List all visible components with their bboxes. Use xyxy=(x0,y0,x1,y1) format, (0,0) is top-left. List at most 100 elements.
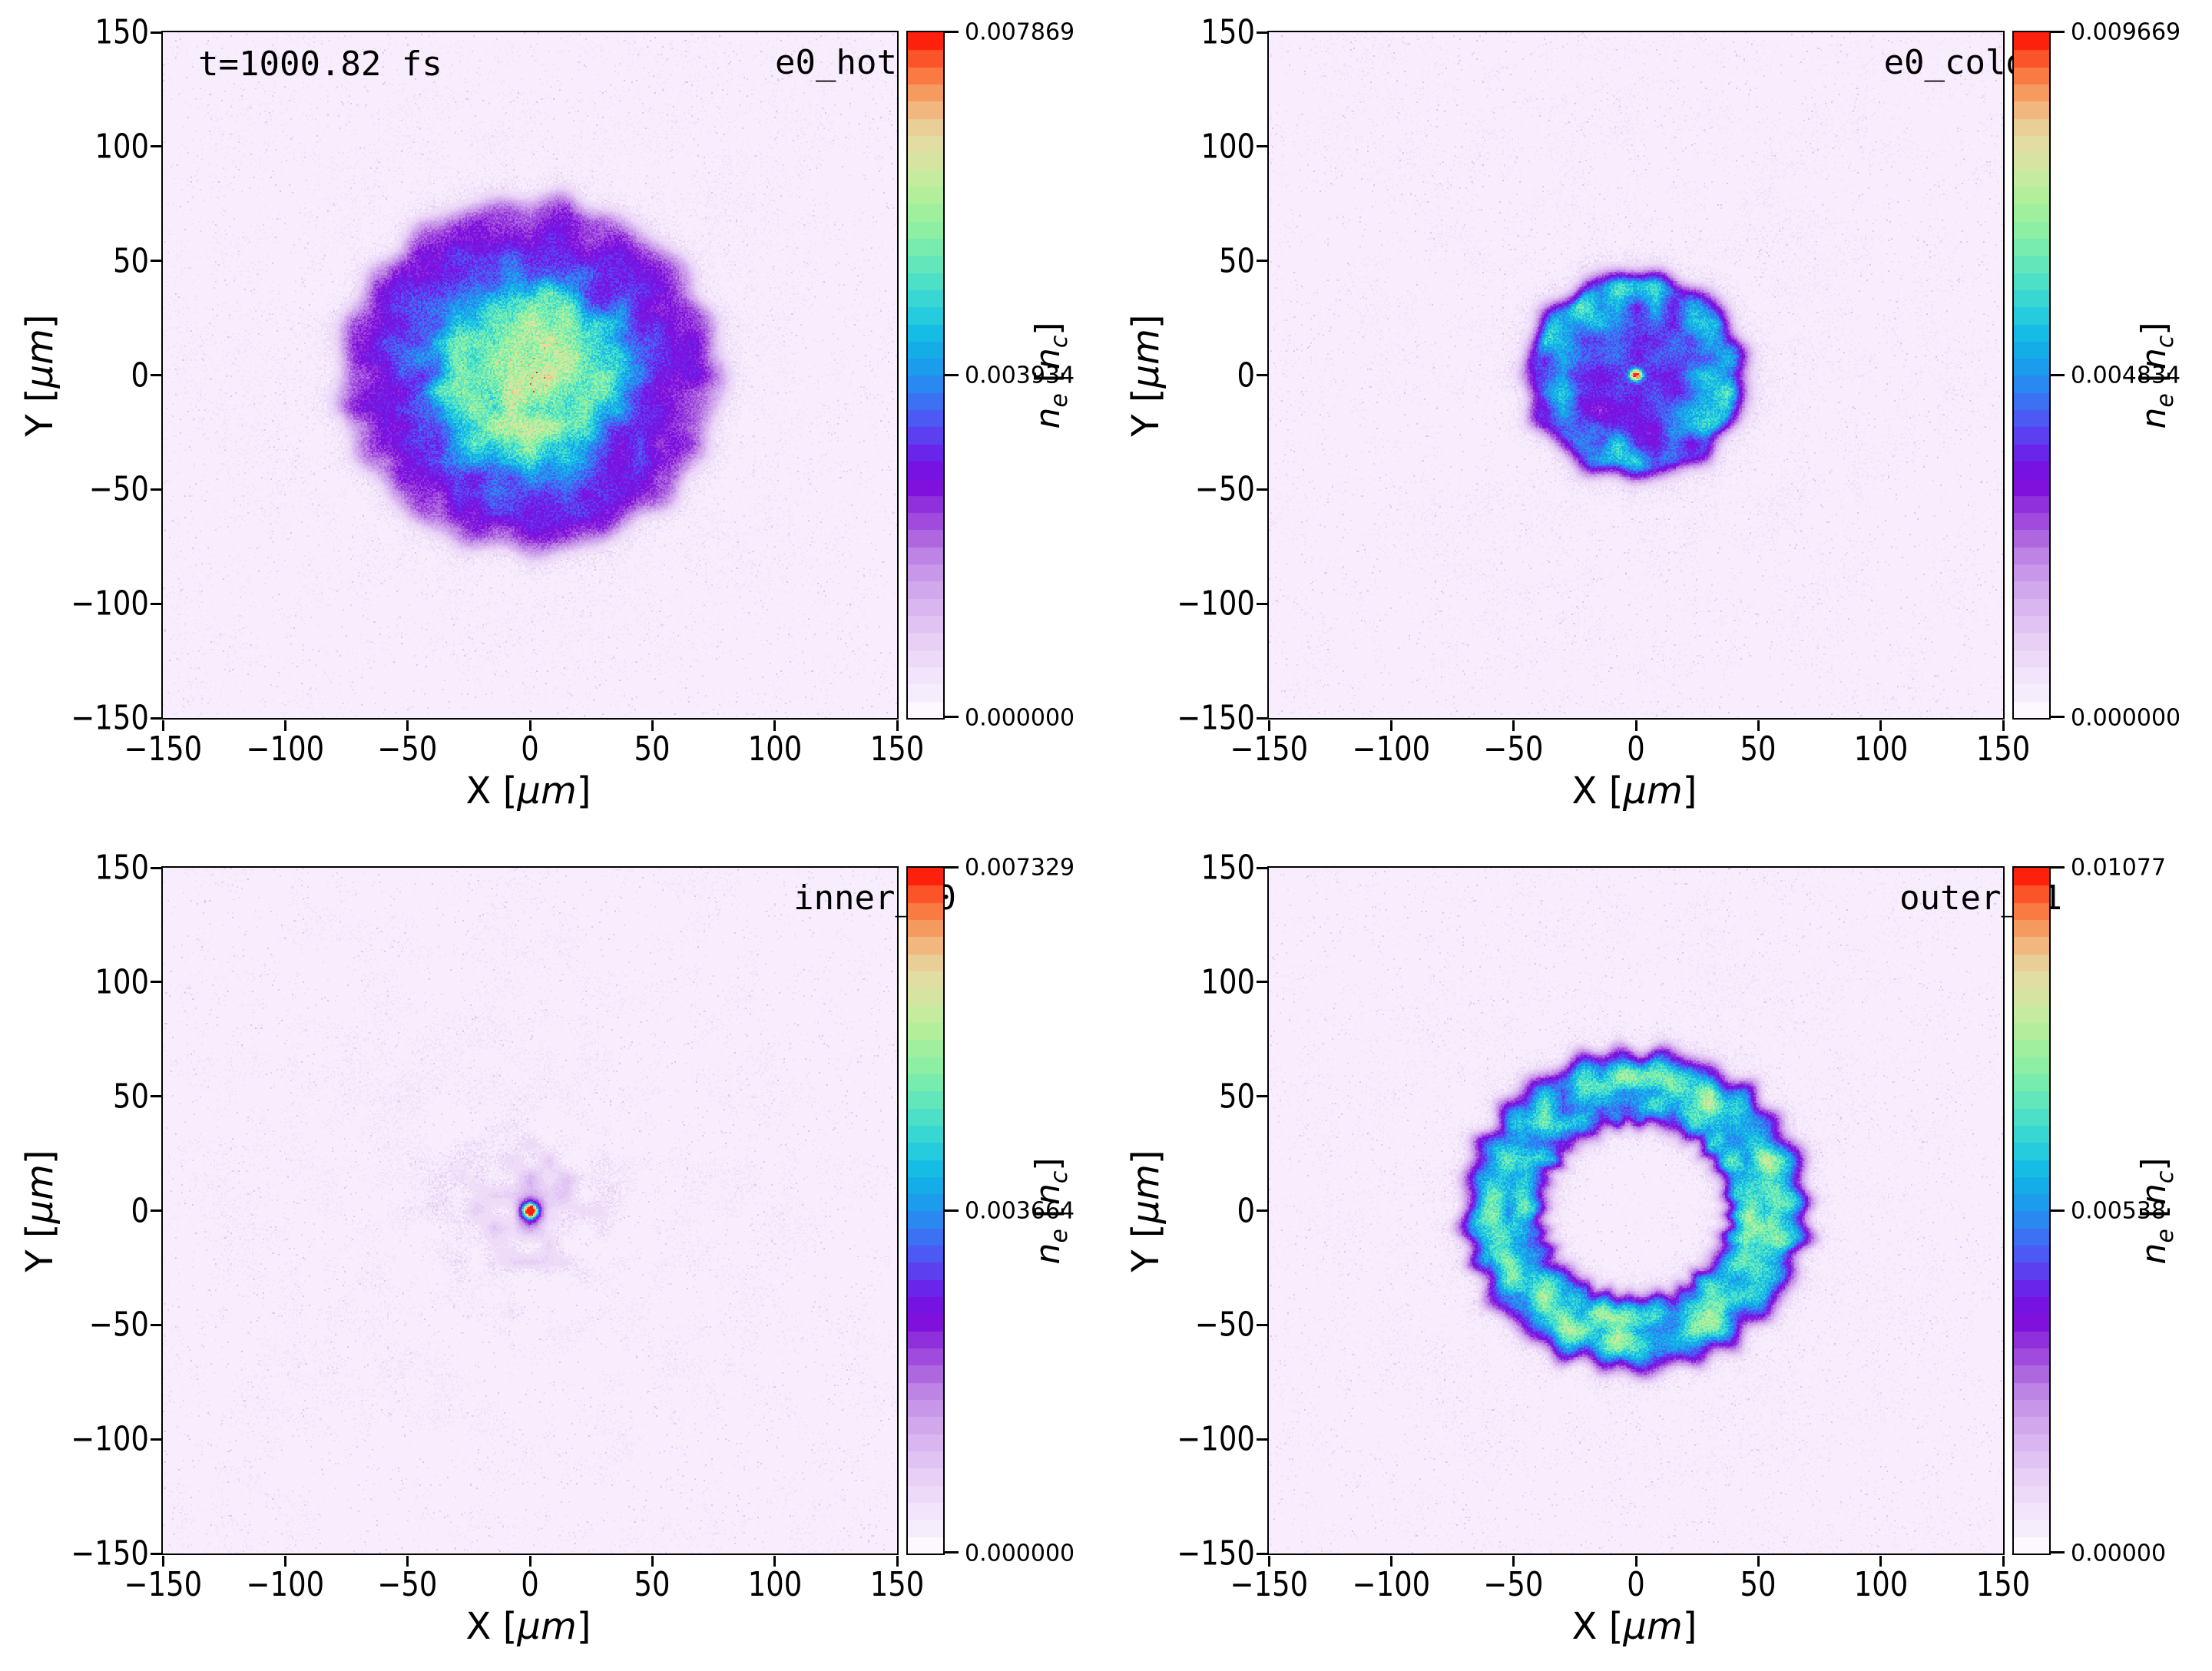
x-tick-label: 50 xyxy=(1740,730,1777,769)
y-tick-mark xyxy=(151,145,161,148)
colorbar-tick-top xyxy=(2049,31,2065,33)
colorbar-tick-bottom xyxy=(943,716,959,718)
y-tick-mark xyxy=(151,602,161,605)
x-tick-mark xyxy=(1757,1556,1760,1567)
x-axis-label: X [μm] xyxy=(1571,1605,1697,1648)
x-tick-mark xyxy=(1757,720,1760,731)
x-axis-label: X [μm] xyxy=(465,769,591,812)
x-tick-mark xyxy=(1267,720,1270,731)
colorbar-tick-mid xyxy=(943,374,959,376)
y-tick-label: −50 xyxy=(1194,1305,1255,1345)
y-tick-mark xyxy=(151,488,161,491)
x-tick-label: 50 xyxy=(634,730,671,769)
colorbar-tick-bottom xyxy=(2049,1551,2065,1554)
panel-title-e0-cold: e0_cold xyxy=(1883,43,2026,82)
x-tick-label: 0 xyxy=(521,1565,539,1604)
colorbar-tick-label-mid: 0.00538 xyxy=(2071,1197,2167,1225)
x-tick-label: 0 xyxy=(521,730,539,769)
colorbar-gradient xyxy=(908,32,943,718)
x-tick-label: −100 xyxy=(1352,1565,1431,1604)
x-tick-mark xyxy=(1879,1556,1883,1567)
colorbar-tick-mid xyxy=(2049,374,2065,376)
y-tick-mark xyxy=(1257,866,1267,869)
x-tick-mark xyxy=(651,720,654,731)
heatmap-plot-area xyxy=(1267,31,2005,720)
y-tick-label: −150 xyxy=(1177,1534,1255,1573)
y-tick-mark xyxy=(151,866,161,869)
colorbar-axis-label: ne [nc] xyxy=(1028,1157,1073,1265)
y-tick-mark xyxy=(1257,374,1267,376)
x-tick-label: 50 xyxy=(1740,1565,1777,1604)
y-tick-label: 50 xyxy=(1218,241,1255,281)
x-tick-mark xyxy=(161,1556,164,1567)
y-tick-label: 150 xyxy=(94,12,149,52)
y-tick-mark xyxy=(151,260,161,263)
x-tick-mark xyxy=(896,720,899,731)
x-tick-label: −100 xyxy=(1352,730,1431,769)
colorbar-gradient xyxy=(2014,868,2049,1554)
colorbar-gradient xyxy=(2014,32,2049,718)
y-tick-mark xyxy=(151,374,161,376)
y-tick-label: −150 xyxy=(1177,698,1255,738)
y-tick-mark xyxy=(151,716,161,720)
x-tick-label: 150 xyxy=(869,730,925,769)
y-tick-mark xyxy=(151,1209,161,1212)
x-tick-mark xyxy=(1512,720,1515,731)
y-tick-mark xyxy=(151,981,161,984)
colorbar-tick-label-bottom: 0.000000 xyxy=(965,1540,1075,1567)
y-tick-mark xyxy=(151,1323,161,1326)
x-tick-label: 150 xyxy=(1975,730,2031,769)
y-tick-label: −50 xyxy=(1194,469,1255,509)
heatmap-canvas-e0-hot xyxy=(163,32,897,718)
y-tick-label: 50 xyxy=(112,241,149,281)
y-tick-label: 100 xyxy=(1200,962,1255,1002)
colorbar-axis-label: ne [nc] xyxy=(2134,1157,2179,1265)
x-tick-label: −150 xyxy=(1230,730,1308,769)
x-tick-label: −100 xyxy=(246,730,325,769)
x-tick-mark xyxy=(896,1556,899,1567)
y-tick-label: −50 xyxy=(88,1305,149,1345)
x-tick-mark xyxy=(2002,1556,2005,1567)
colorbar xyxy=(2012,866,2051,1555)
x-tick-mark xyxy=(1267,1556,1270,1567)
colorbar-tick-label-top: 0.007329 xyxy=(965,854,1075,882)
y-tick-label: −150 xyxy=(71,1534,149,1573)
panel-outer-e1: Y [μm] outer_e1 0.01077 0.00538 0.00000 … xyxy=(1106,836,2212,1671)
colorbar xyxy=(906,866,945,1555)
x-tick-mark xyxy=(283,1556,286,1567)
x-tick-label: 100 xyxy=(747,1565,802,1604)
x-tick-label: −50 xyxy=(1483,1565,1544,1604)
y-tick-mark xyxy=(1257,260,1267,263)
colorbar-tick-label-mid: 0.004834 xyxy=(2071,362,2181,389)
panel-title-e0-hot: e0_hot xyxy=(775,43,897,82)
colorbar-gradient xyxy=(908,868,943,1554)
heatmap-canvas-outer-e1 xyxy=(1269,868,2003,1554)
panel-e0-hot: Y [μm] t=1000.82 fs e0_hot 0.007869 0.00… xyxy=(0,0,1106,836)
x-tick-mark xyxy=(651,1556,654,1567)
colorbar-tick-top xyxy=(943,31,959,33)
colorbar-tick-mid xyxy=(2049,1209,2065,1212)
y-tick-mark xyxy=(1257,488,1267,491)
y-tick-mark xyxy=(151,1552,161,1555)
x-tick-mark xyxy=(1389,1556,1392,1567)
y-tick-label: 150 xyxy=(94,848,149,888)
colorbar-tick-top xyxy=(943,866,959,869)
x-tick-mark xyxy=(283,720,286,731)
y-tick-label: −100 xyxy=(1177,584,1255,624)
y-tick-label: −50 xyxy=(88,469,149,509)
y-tick-label: 100 xyxy=(1200,127,1255,167)
y-tick-mark xyxy=(1257,31,1267,34)
y-tick-label: −100 xyxy=(71,1419,149,1459)
x-tick-label: −50 xyxy=(377,730,438,769)
y-tick-mark xyxy=(1257,1323,1267,1326)
heatmap-plot-area xyxy=(161,866,899,1555)
y-tick-mark xyxy=(151,31,161,34)
x-tick-mark xyxy=(406,720,409,731)
x-tick-label: 150 xyxy=(1975,1565,2031,1604)
x-tick-label: −50 xyxy=(377,1565,438,1604)
colorbar-tick-label-bottom: 0.00000 xyxy=(2071,1540,2167,1567)
y-tick-label: −150 xyxy=(71,698,149,738)
x-tick-mark xyxy=(773,720,777,731)
colorbar-tick-label-mid: 0.003934 xyxy=(965,362,1075,389)
